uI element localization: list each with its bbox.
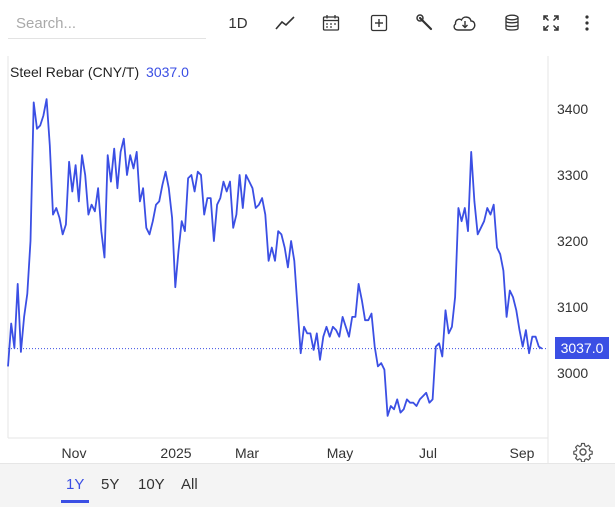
range-bar: 1Y 5Y 10Y All: [0, 463, 615, 507]
database-icon[interactable]: [502, 10, 522, 36]
cloud-download-icon[interactable]: [451, 10, 479, 36]
y-tick-label: 3100: [557, 299, 588, 315]
line-chart-icon[interactable]: [273, 10, 297, 36]
price-tag-label: 3037.0: [561, 340, 604, 356]
price-line: [7, 98, 543, 417]
x-tick-label: Mar: [235, 445, 259, 461]
toolbar: 1D: [0, 0, 615, 48]
y-tick-label: 3300: [557, 167, 588, 183]
last-value: 3037.0: [146, 64, 189, 80]
symbol-label: Steel Rebar (CNY/T): [10, 64, 140, 80]
price-chart[interactable]: 3400 3300 3200 3100 3000 Nov 2025 Mar May Jul Sep…: [0, 48, 615, 463]
range-all-button[interactable]: All: [181, 476, 198, 493]
search-box[interactable]: [8, 8, 208, 39]
x-tick-label: May: [327, 445, 353, 461]
wrench-icon[interactable]: [414, 10, 436, 36]
price-tag: 3037.0: [555, 337, 609, 359]
x-axis-ticks: Nov 2025 Mar May Jul Sep: [62, 445, 535, 461]
x-tick-label: Nov: [62, 445, 87, 461]
gear-icon[interactable]: [573, 442, 593, 467]
range-1y-button[interactable]: 1Y: [66, 476, 85, 493]
more-icon[interactable]: [580, 10, 594, 36]
range-5y-button[interactable]: 5Y: [101, 476, 120, 493]
chart-title: Steel Rebar (CNY/T) 3037.0: [10, 64, 189, 80]
y-tick-label: 3200: [557, 233, 588, 249]
search-input[interactable]: [8, 9, 208, 37]
add-indicator-icon[interactable]: [368, 10, 390, 36]
y-tick-label: 3400: [557, 101, 588, 117]
fullscreen-icon[interactable]: [540, 10, 562, 36]
calendar-icon[interactable]: [320, 10, 342, 36]
x-tick-label: 2025: [160, 445, 191, 461]
y-axis-ticks: 3400 3300 3200 3100 3000: [557, 101, 588, 381]
y-tick-label: 3000: [557, 365, 588, 381]
x-tick-label: Sep: [510, 445, 535, 461]
range-10y-button[interactable]: 10Y: [138, 476, 165, 493]
interval-selector[interactable]: 1D: [228, 14, 248, 32]
x-tick-label: Jul: [419, 445, 437, 461]
active-range-indicator: [61, 500, 89, 503]
